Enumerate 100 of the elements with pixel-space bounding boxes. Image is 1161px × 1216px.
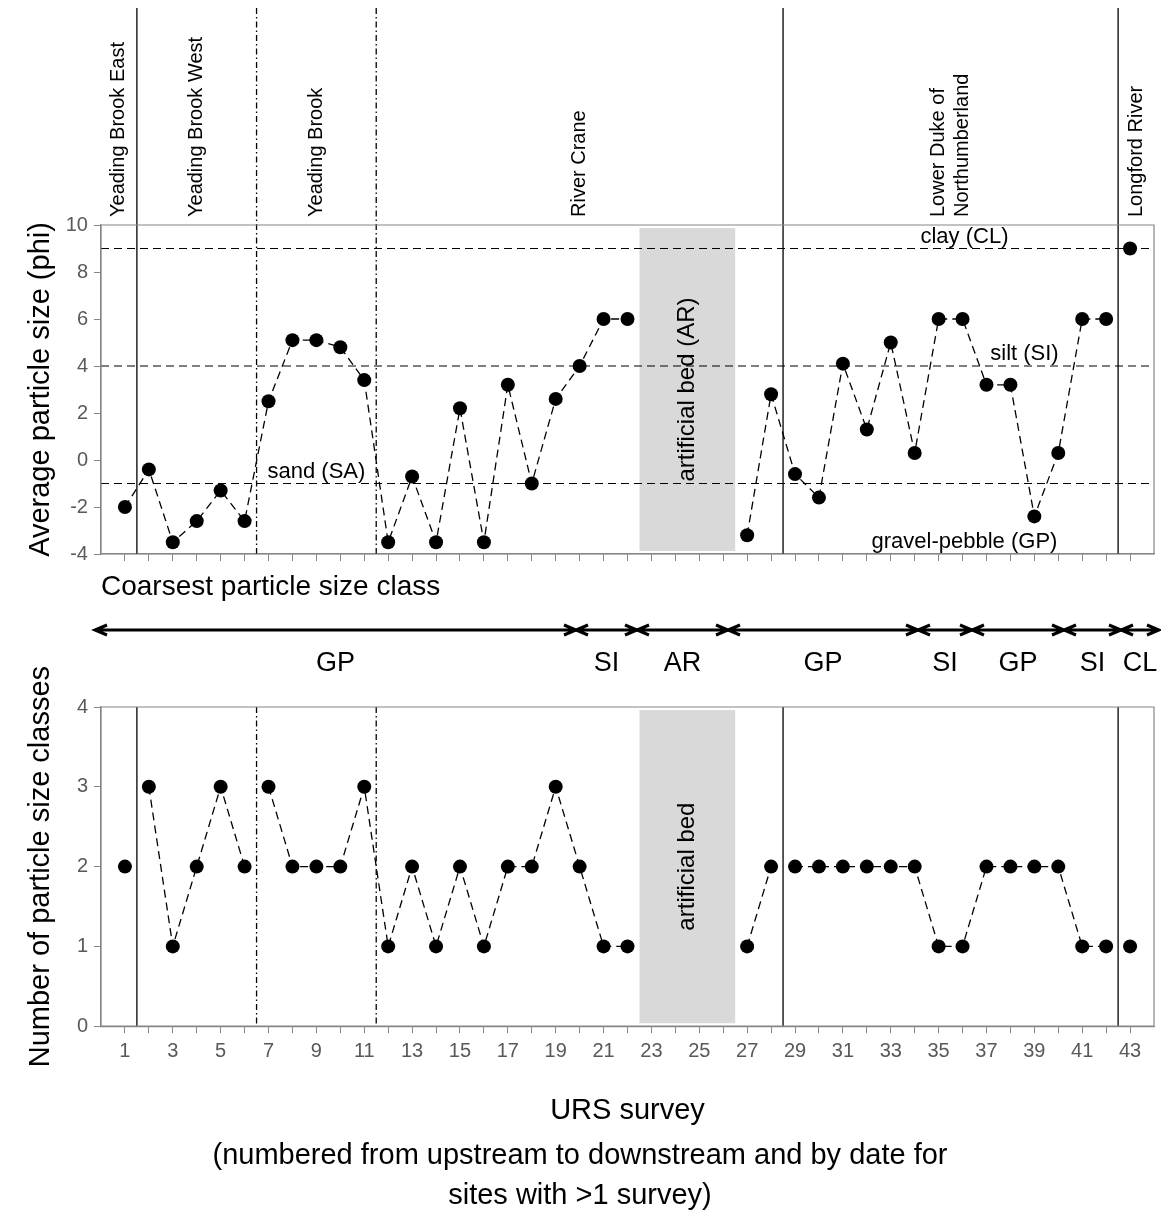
y-tick-label: 8: [76, 259, 88, 282]
point: [1003, 377, 1018, 392]
text: Yeading Brook East: [106, 41, 129, 217]
point: [907, 445, 922, 460]
x-tick-label: 3: [167, 1038, 179, 1061]
y-tick-label: 2: [76, 400, 88, 423]
point: [859, 422, 874, 437]
category-label: GP: [998, 646, 1038, 678]
point: [1003, 859, 1018, 874]
point: [429, 939, 444, 954]
point: [524, 859, 539, 874]
y-tick-label: 3: [76, 774, 88, 797]
y-axis-title: Number of particle size classes: [23, 665, 56, 1068]
point: [907, 859, 922, 874]
point: [548, 391, 563, 406]
point: [452, 401, 467, 416]
point: [261, 779, 276, 794]
x-tick-label: 11: [353, 1038, 375, 1061]
x-tick-label: 41: [1071, 1038, 1094, 1061]
point: [165, 939, 180, 954]
point: [285, 859, 300, 874]
point: [309, 859, 324, 874]
point: [285, 333, 300, 348]
x-tick-label: 29: [783, 1038, 807, 1061]
category-label: GP: [315, 646, 356, 678]
point: [548, 779, 563, 794]
x-tick-label: 27: [736, 1038, 759, 1061]
point: [237, 514, 252, 529]
text: Lower Duke of Northumberland: [926, 73, 973, 217]
point: [1051, 445, 1066, 460]
point: [811, 859, 826, 874]
point: [620, 939, 635, 954]
text: (numbered from upstream to downstream and by date for sites with >1 survey): [211, 1137, 949, 1212]
point: [1075, 939, 1090, 954]
x-tick-label: 1: [119, 1038, 131, 1061]
y-tick-label: -4: [70, 541, 88, 564]
point: [764, 859, 779, 874]
category-label: AR: [663, 646, 702, 678]
annotation: sand (SA): [267, 457, 366, 483]
y-tick-label: 4: [76, 353, 88, 376]
point: [405, 469, 420, 484]
point: [1123, 241, 1138, 256]
point: [141, 779, 156, 794]
point: [261, 394, 276, 409]
point: [835, 356, 850, 371]
x-tick-label: 9: [310, 1038, 322, 1061]
point: [1099, 312, 1114, 326]
point: [237, 859, 252, 874]
category-label: CL: [1122, 646, 1158, 678]
point: [1051, 859, 1066, 874]
point: [955, 312, 970, 326]
point: [165, 535, 180, 550]
x-tick-label: 13: [400, 1038, 424, 1061]
x-tick-label: 5: [215, 1038, 227, 1061]
x-tick-label: 23: [640, 1038, 663, 1061]
point: [740, 939, 755, 954]
point: [381, 535, 396, 550]
point: [405, 859, 420, 874]
point: [931, 312, 946, 326]
point: [788, 467, 803, 482]
point: [524, 476, 539, 491]
point: [189, 859, 204, 874]
point: [883, 335, 898, 350]
point: [141, 462, 156, 477]
point: [955, 939, 970, 954]
category-label: GP: [803, 646, 843, 678]
point: [764, 387, 779, 402]
x-axis-title: URS survey: [550, 1092, 706, 1125]
point: [500, 377, 515, 392]
text: Coarsest particle size class: [101, 570, 441, 602]
y-tick-label: 0: [76, 447, 88, 470]
point: [931, 939, 946, 954]
point: [572, 359, 587, 373]
point: [979, 377, 994, 392]
point: [213, 483, 228, 498]
point: [189, 514, 204, 529]
point: [979, 859, 994, 874]
point: [476, 535, 491, 550]
y-tick-label: 4: [76, 694, 88, 717]
point: [476, 939, 491, 954]
point: [357, 779, 372, 794]
point: [357, 373, 372, 388]
category-label: SI: [932, 646, 958, 678]
x-tick-label: 17: [496, 1038, 519, 1061]
annotation: clay (CL): [920, 222, 1009, 248]
band-label: artificial bed (AR): [671, 297, 699, 482]
text: River Crane: [567, 110, 590, 217]
x-tick-label: 33: [879, 1038, 902, 1061]
text: Yeading Brook: [303, 86, 326, 217]
point: [500, 859, 515, 874]
point: [452, 859, 467, 874]
category-label: SI: [1079, 646, 1106, 678]
point: [835, 859, 850, 874]
annotation: silt (SI): [990, 340, 1059, 366]
x-tick-label: 39: [1023, 1038, 1046, 1061]
point: [859, 859, 874, 874]
x-tick-label: 35: [927, 1038, 950, 1061]
point: [788, 859, 803, 874]
y-tick-label: 1: [76, 933, 88, 956]
point: [620, 312, 635, 326]
